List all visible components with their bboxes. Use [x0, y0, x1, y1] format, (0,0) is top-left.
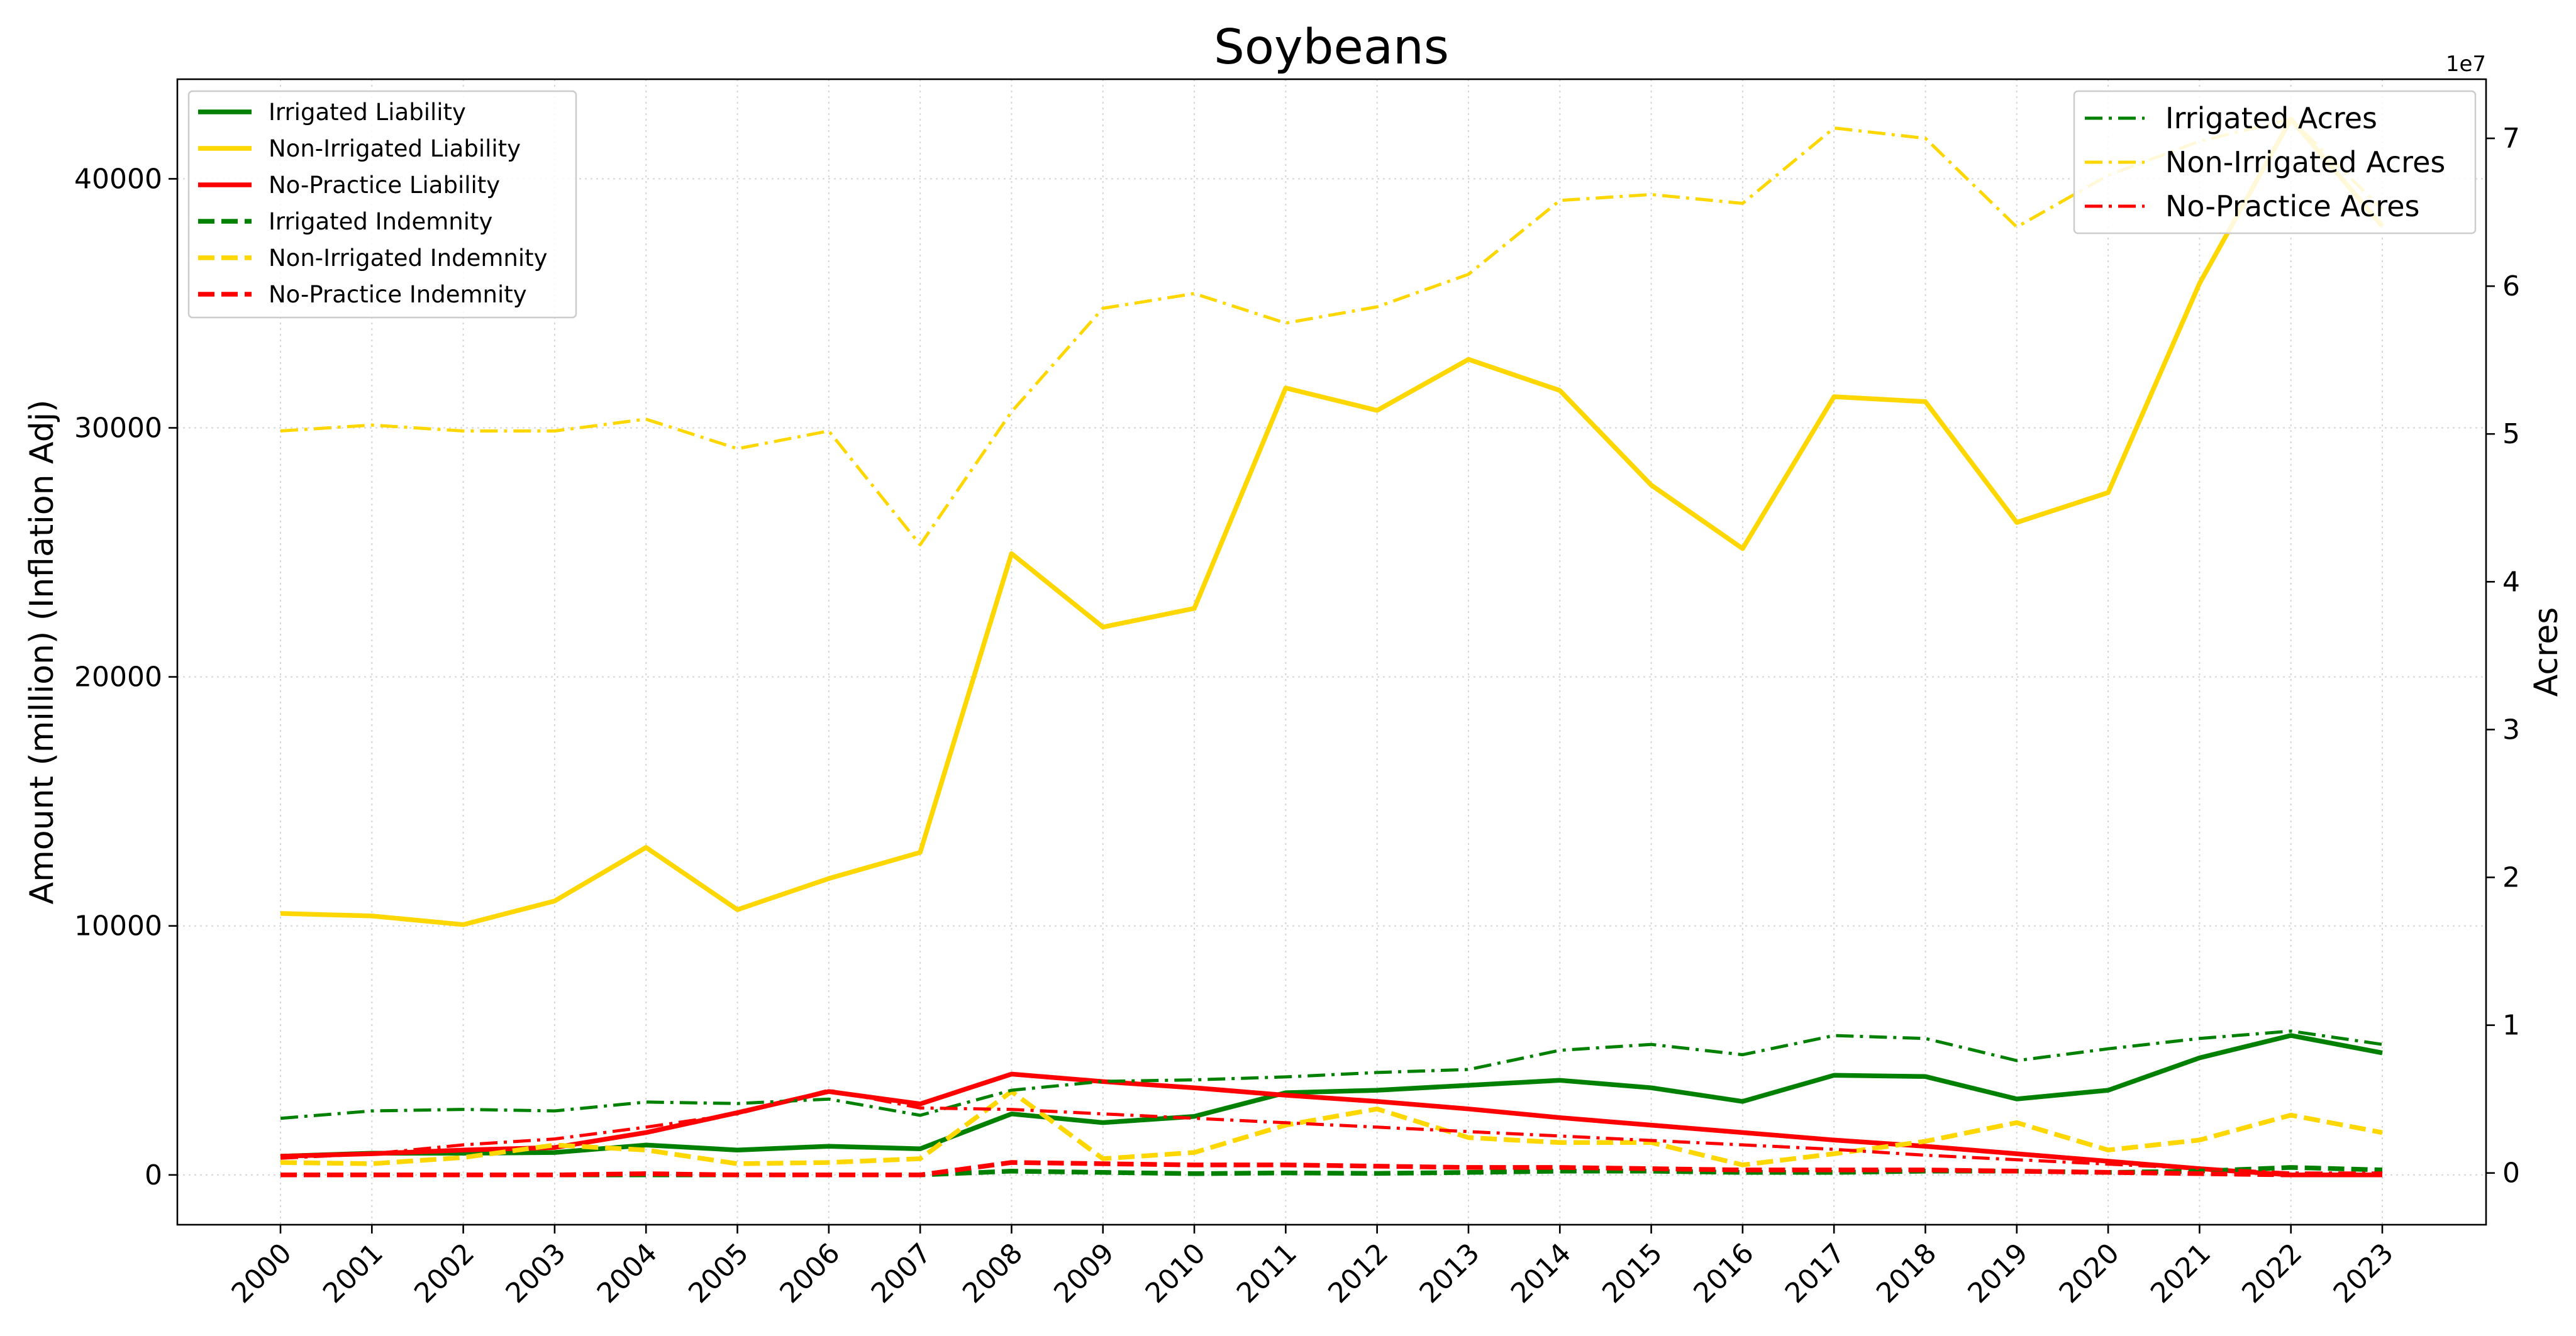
y-tick-label: 40000	[74, 163, 162, 195]
y2-tick-label: 6	[2502, 270, 2520, 302]
y-axis-label: Amount (million) (Inflation Adj)	[23, 400, 61, 905]
legend-label: Irrigated Acres	[2165, 101, 2377, 135]
y2-tick-label: 3	[2502, 714, 2520, 746]
legend-label: No-Practice Indemnity	[269, 281, 527, 308]
series-line-no-practice-indemnity	[280, 1160, 2382, 1178]
x-tick-label: 2003	[499, 1237, 572, 1310]
x-tick-label: 2011	[1231, 1237, 1303, 1310]
x-tick-label: 2000	[226, 1237, 298, 1310]
x-tick-label: 2008	[957, 1237, 1029, 1310]
legend-left-box	[187, 90, 577, 319]
legend-label: Non-Irrigated Liability	[269, 135, 521, 162]
y-axis-right: 0 1 2 3 4 5 6 7	[2486, 123, 2520, 1190]
y-tick-label: 30000	[74, 412, 162, 444]
y2-tick-label: 0	[2502, 1157, 2520, 1190]
x-axis: 2000 2001 2002 2003 2004 2005 2006 2007 2008 2009…	[226, 1225, 2400, 1310]
series-line-non-irrigated-liability	[280, 116, 2384, 927]
legend-label: Irrigated Indemnity	[269, 208, 492, 235]
x-tick-label: 2004	[591, 1237, 663, 1310]
x-tick-label: 2018	[1870, 1237, 1943, 1310]
x-tick-label: 2020	[2053, 1237, 2126, 1310]
y-tick-label: 10000	[74, 910, 162, 942]
x-tick-label: 2014	[1505, 1237, 1577, 1310]
y2-tick-label: 7	[2502, 123, 2520, 155]
legend-right-box	[2073, 90, 2477, 235]
grid	[177, 79, 2486, 1225]
x-tick-label: 2005	[682, 1237, 755, 1310]
x-tick-label: 2007	[865, 1237, 938, 1310]
x-tick-label: 2021	[2145, 1237, 2217, 1310]
x-tick-label: 2002	[408, 1237, 480, 1310]
series-line-irrigated-liability	[280, 1033, 2383, 1159]
legend-label: No-Practice Acres	[2165, 189, 2419, 223]
legend-right: Irrigated Acres Non-Irrigated Acres No-Pra…	[2073, 90, 2477, 235]
x-tick-label: 2023	[2328, 1237, 2400, 1310]
x-tick-label: 2012	[1322, 1237, 1394, 1310]
x-tick-label: 2009	[1048, 1237, 1120, 1310]
y-tick-label: 0	[145, 1159, 162, 1191]
x-tick-label: 2006	[774, 1237, 846, 1310]
series-line-irrigated-acres	[280, 1029, 2383, 1120]
y2-tick-label: 2	[2502, 862, 2520, 894]
x-tick-label: 2016	[1687, 1237, 1760, 1310]
chart-title: Soybeans	[1214, 19, 1449, 75]
x-tick-label: 2010	[1140, 1237, 1212, 1310]
legend-left: Irrigated Liability Non-Irrigated Liabili…	[187, 90, 577, 319]
y2-tick-label: 4	[2502, 566, 2520, 598]
legend-label: Non-Irrigated Indemnity	[269, 245, 548, 272]
series-line-non-irrigated-indemnity	[280, 1089, 2383, 1168]
legend-label: Irrigated Liability	[269, 99, 466, 126]
x-tick-label: 2017	[1779, 1237, 1852, 1310]
legend-label: Non-Irrigated Acres	[2165, 145, 2445, 179]
series-line-non-irrigated-acres	[280, 118, 2384, 547]
x-tick-label: 2022	[2236, 1237, 2308, 1310]
x-tick-label: 2001	[317, 1237, 389, 1310]
series-lines	[280, 116, 2384, 1178]
x-tick-label: 2013	[1413, 1237, 1485, 1310]
plot-frame	[176, 78, 2487, 1226]
legend-label: No-Practice Liability	[269, 172, 500, 199]
y2-offset-text: 1e7	[2446, 52, 2486, 77]
y2-tick-label: 5	[2502, 418, 2520, 450]
x-tick-label: 2019	[1962, 1237, 2034, 1310]
series-line-no-practice-acres	[280, 1088, 2382, 1175]
y-axis-left: 0 10000 20000 30000 40000	[74, 163, 177, 1191]
y2-tick-label: 1	[2502, 1010, 2520, 1042]
series-line-no-practice-liability	[280, 1071, 2382, 1178]
x-tick-label: 2015	[1596, 1237, 1668, 1310]
y-tick-label: 20000	[74, 661, 162, 693]
y2-axis-label: Acres	[2528, 607, 2565, 697]
